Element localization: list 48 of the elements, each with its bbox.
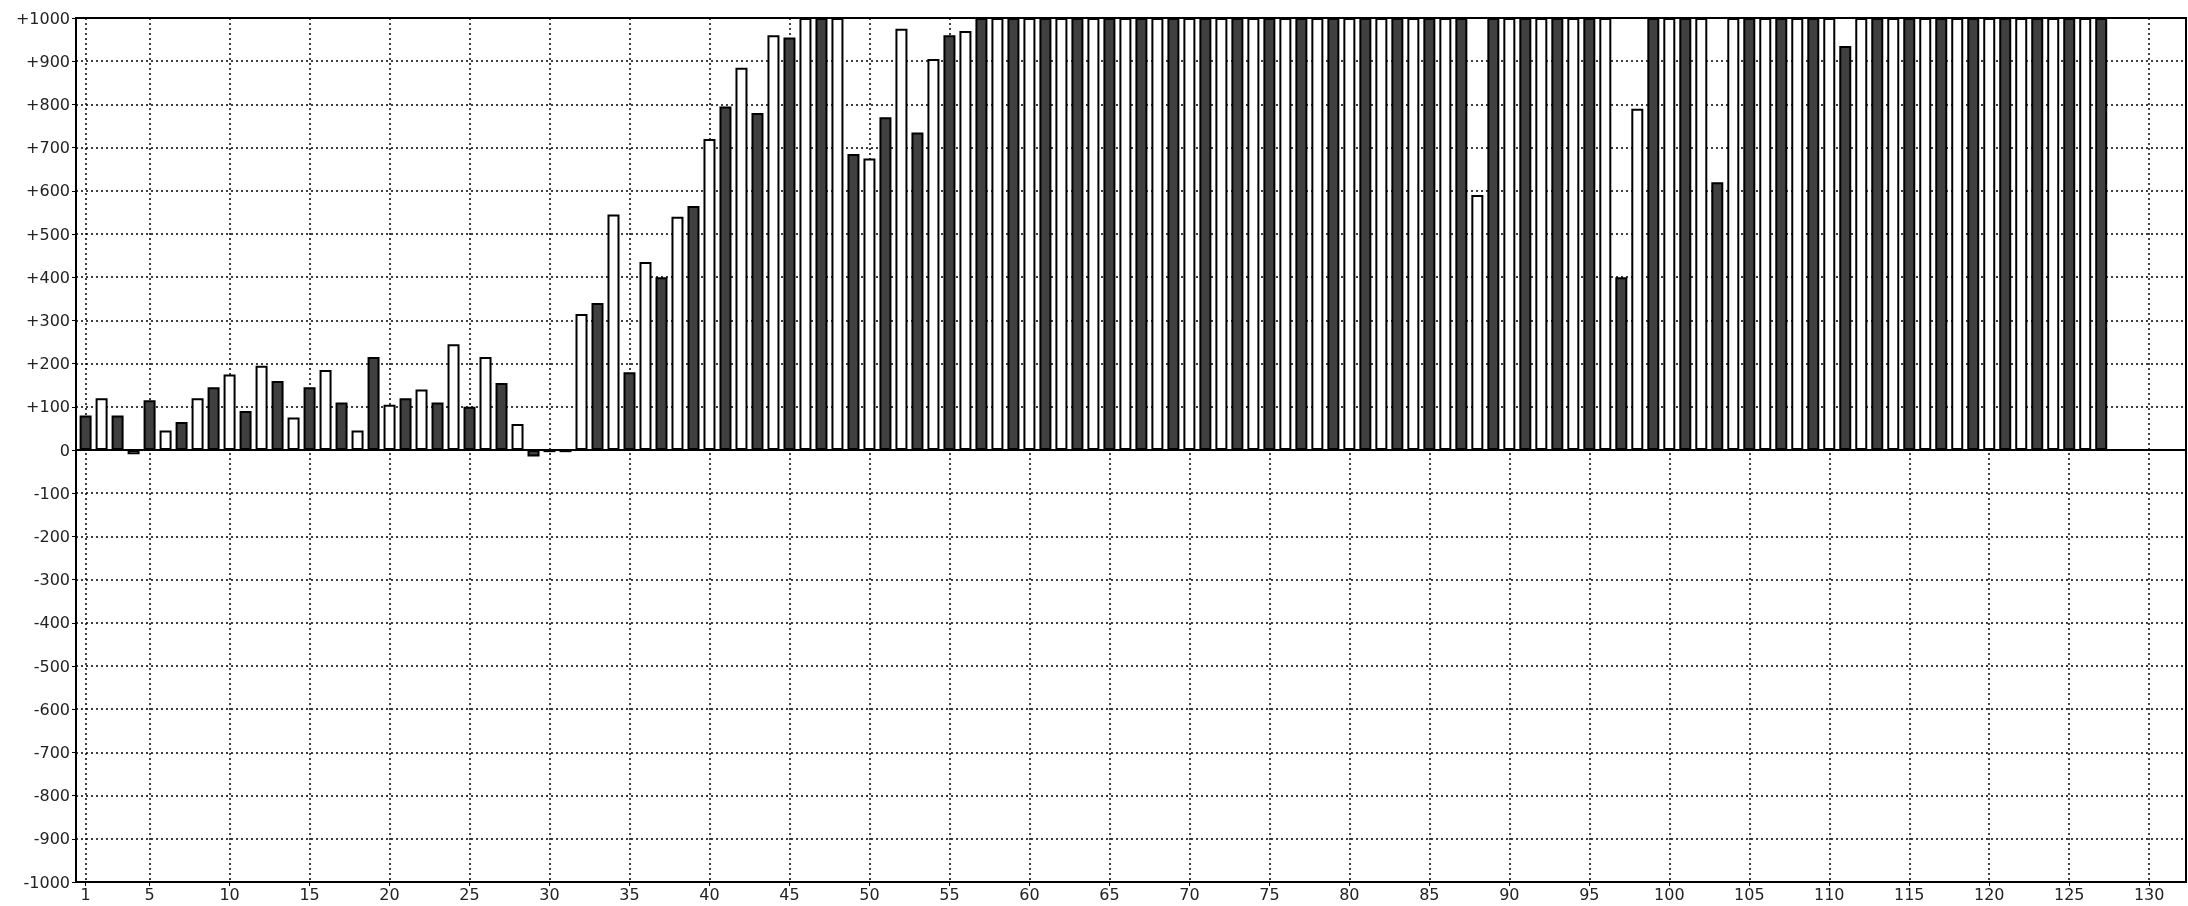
y-tick-label: +700 <box>26 138 70 158</box>
x-tick-label: 35 <box>619 884 640 904</box>
x-tick-label: 20 <box>379 884 400 904</box>
y-tick-label: +200 <box>26 354 70 374</box>
x-tick-label: 25 <box>459 884 480 904</box>
y-tick-label: -100 <box>33 483 70 503</box>
x-tick-label: 5 <box>144 884 155 904</box>
x-tick-label: 125 <box>2053 884 2085 904</box>
y-tick-label: 0 <box>59 440 70 460</box>
x-tick-label: 50 <box>859 884 880 904</box>
x-tick-label: 105 <box>1734 884 1765 904</box>
y-tick-label: -1000 <box>23 872 70 892</box>
x-tick-label: 100 <box>1654 884 1685 904</box>
y-tick-label: -600 <box>33 699 70 719</box>
x-tick-label: 120 <box>1973 884 2005 904</box>
y-tick-label: +1000 <box>15 8 70 28</box>
y-tick-label: -500 <box>33 656 70 676</box>
x-tick-label: 80 <box>1339 884 1360 904</box>
x-tick-label: 65 <box>1099 884 1120 904</box>
x-tick-label: 70 <box>1179 884 1200 904</box>
x-tick-label: 60 <box>1019 884 1040 904</box>
x-tick-label: 1 <box>80 884 91 904</box>
x-tick-label: 115 <box>1893 884 1925 904</box>
x-tick-label: 40 <box>699 884 720 904</box>
x-tick-label: 10 <box>219 884 240 904</box>
x-tick-label: 110 <box>1813 884 1845 904</box>
x-tick-label: 45 <box>779 884 800 904</box>
x-tick-label: 95 <box>1579 884 1600 904</box>
y-tick-label: -400 <box>33 613 70 633</box>
x-tick-label: 85 <box>1419 884 1440 904</box>
y-tick-label: +600 <box>26 181 70 201</box>
y-tick-label: +900 <box>26 51 70 71</box>
y-tick-label: +500 <box>26 224 70 244</box>
y-tick-label: +100 <box>26 397 70 417</box>
x-tick-label: 75 <box>1259 884 1280 904</box>
y-tick-label: -700 <box>33 742 70 762</box>
x-tick-label: 55 <box>939 884 960 904</box>
y-tick-label: -900 <box>33 829 70 849</box>
y-tick-label: -200 <box>33 526 70 546</box>
x-tick-label: 15 <box>299 884 320 904</box>
x-tick-label: 90 <box>1499 884 1520 904</box>
y-tick-label: +300 <box>26 310 70 330</box>
x-tick-label: 130 <box>2133 884 2165 904</box>
y-tick-label: -300 <box>33 570 70 590</box>
y-tick-label: -800 <box>33 786 70 806</box>
y-tick-label: +800 <box>26 94 70 114</box>
y-tick-label: +400 <box>26 267 70 287</box>
x-tick-label: 30 <box>539 884 560 904</box>
